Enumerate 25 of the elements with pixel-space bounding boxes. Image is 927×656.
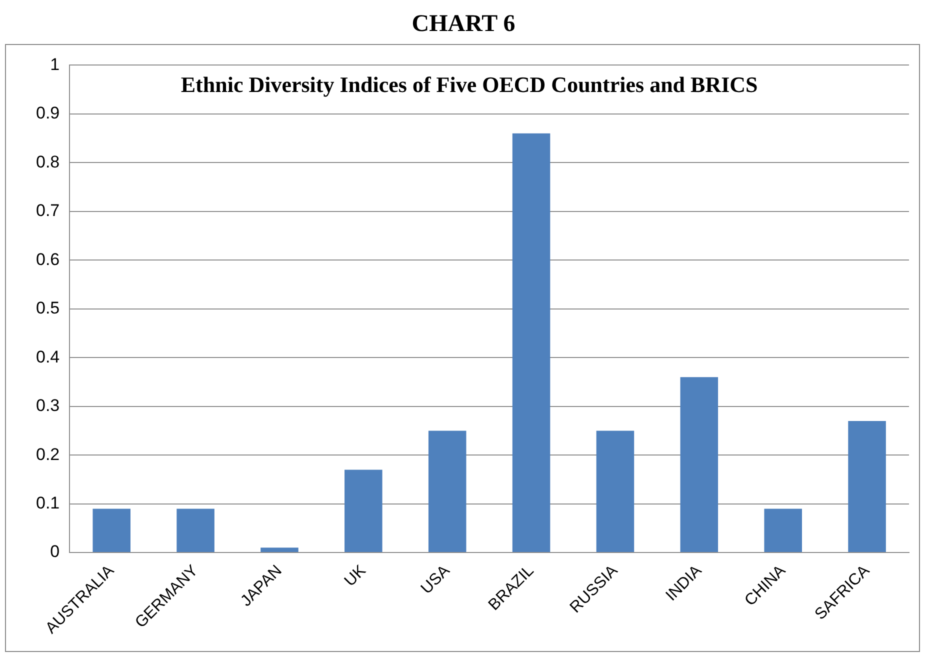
x-tick-label: USA [418, 562, 454, 598]
y-tick-label: 0.5 [36, 298, 60, 318]
x-tick-label: UK [342, 562, 370, 590]
bar [764, 508, 802, 552]
y-tick-label: 0.4 [36, 347, 60, 366]
y-tick-label: 0.2 [36, 444, 60, 464]
bar [848, 420, 886, 552]
bar [92, 508, 130, 552]
bar [512, 133, 550, 552]
y-tick-label: 0.9 [36, 104, 60, 123]
bar [428, 430, 466, 552]
y-tick-label: 0.3 [36, 396, 60, 416]
bar [260, 548, 298, 552]
bar [344, 470, 382, 552]
chart-title: CHART 6 [410, 10, 516, 39]
y-tick-label: 0 [50, 542, 60, 562]
y-tick-label: 0.1 [36, 494, 60, 513]
bar [596, 430, 634, 552]
y-tick-label: 0.7 [36, 201, 60, 220]
bar [176, 508, 214, 552]
y-tick-label: 0.6 [36, 250, 60, 269]
y-tick-label: 0.8 [36, 152, 60, 172]
chart-subtitle: Ethnic Diversity Indices of Five OECD Countries and BRICS [180, 72, 758, 97]
y-tick-label: 1 [50, 54, 60, 74]
bar [680, 377, 718, 552]
